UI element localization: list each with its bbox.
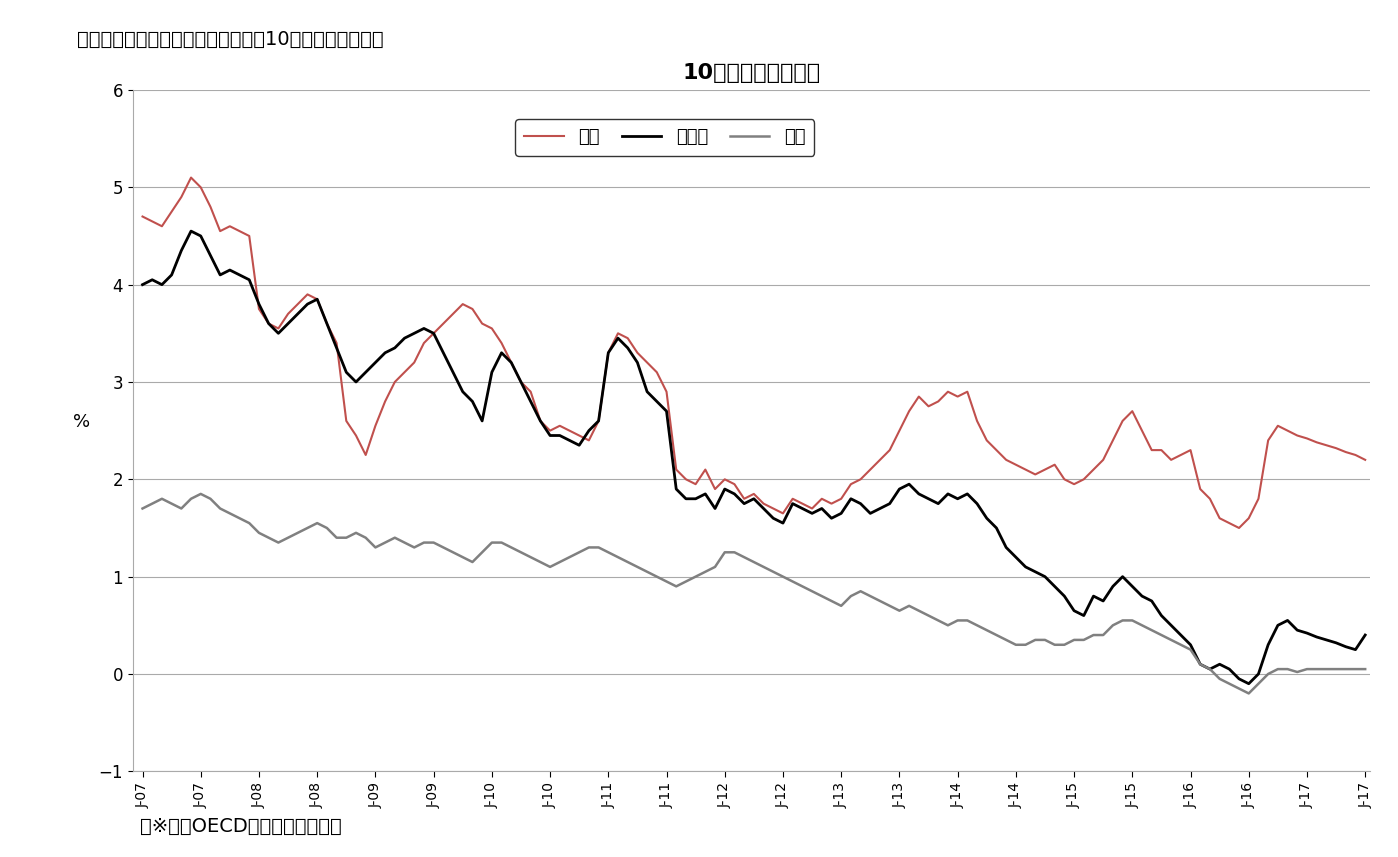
ドイツ	[871, 503, 888, 513]
日本	[134, 503, 151, 513]
Text: （※）　OECDのデータに基づく: （※） OECDのデータに基づく	[140, 817, 341, 836]
ドイツ	[853, 499, 870, 509]
Y-axis label: %: %	[73, 412, 91, 431]
ドイツ	[1173, 630, 1190, 640]
米国	[1230, 523, 1247, 533]
Line: ドイツ: ドイツ	[143, 231, 1366, 684]
ドイツ	[203, 250, 219, 261]
米国	[853, 474, 870, 484]
米国	[1289, 430, 1306, 440]
日本	[1357, 664, 1374, 674]
ドイツ	[134, 279, 151, 290]
日本	[853, 586, 870, 596]
Legend: 米国, ドイツ, 日本: 米国, ドイツ, 日本	[516, 119, 815, 155]
ドイツ	[1357, 630, 1374, 640]
日本	[193, 488, 210, 499]
日本	[871, 596, 888, 606]
ドイツ	[920, 494, 937, 504]
米国	[871, 455, 888, 465]
米国	[1173, 450, 1190, 460]
Text: （図表２）　日本、米国、ドイツの10年国債金利の推移: （図表２） 日本、米国、ドイツの10年国債金利の推移	[77, 30, 383, 49]
日本	[1289, 667, 1306, 677]
米国	[920, 401, 937, 411]
米国	[134, 212, 151, 222]
日本	[203, 494, 219, 504]
米国	[183, 172, 200, 183]
米国	[203, 201, 219, 212]
日本	[1240, 688, 1257, 698]
日本	[1173, 639, 1190, 650]
ドイツ	[1240, 679, 1257, 689]
米国	[1357, 455, 1374, 465]
Line: 米国: 米国	[143, 177, 1366, 528]
日本	[920, 610, 937, 620]
ドイツ	[183, 226, 200, 237]
Line: 日本: 日本	[143, 494, 1366, 693]
Title: 10年国債金利の推移: 10年国債金利の推移	[682, 63, 821, 83]
ドイツ	[1289, 625, 1306, 635]
